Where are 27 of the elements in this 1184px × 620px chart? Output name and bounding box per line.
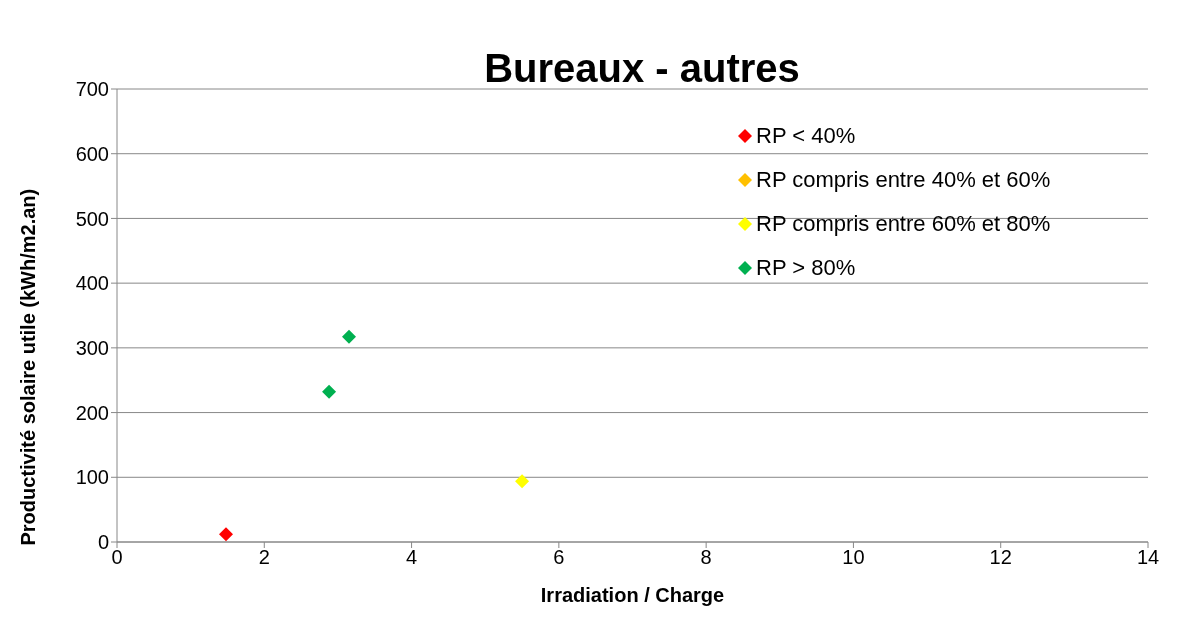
y-tick-label: 300 [75,336,109,359]
y-tick-label: 200 [75,401,109,424]
legend-label: RP < 40% [756,123,856,149]
y-tick-label: 500 [75,207,109,230]
point [341,329,356,344]
x-tick-label: 6 [553,546,565,569]
y-tick-label: 100 [75,466,109,489]
chart-title: Bureaux - autres [483,46,801,91]
legend-label: RP compris entre 60% et 80% [756,211,1051,237]
x-tick-label: 0 [111,546,123,569]
x-tick-label: 10 [842,546,865,569]
point [322,384,337,399]
legend-label: RP > 80% [756,255,856,281]
x-tick-label: 12 [989,546,1012,569]
legend-label: RP compris entre 40% et 60% [756,167,1051,193]
y-tick-label: 0 [97,531,109,554]
y-axis-title: Productivité solaire utile (kWh/m2.an) [17,188,40,546]
x-tick-label: 2 [258,546,270,569]
point [218,527,233,542]
y-tick-label: 700 [75,78,109,101]
x-tick-label: 8 [700,546,712,569]
x-tick-label: 14 [1136,546,1160,569]
point [515,474,530,489]
x-tick-label: 4 [406,546,418,569]
y-tick-label: 600 [75,142,109,165]
y-tick-label: 400 [75,272,109,295]
x-axis-title: Irradiation / Charge [540,584,725,606]
